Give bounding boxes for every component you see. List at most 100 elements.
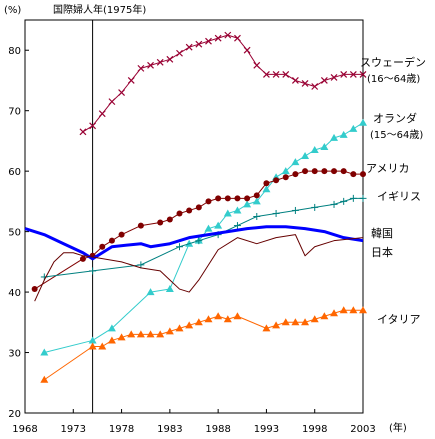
point-stroke — [263, 70, 270, 78]
x-tick-label: 1978 — [109, 424, 134, 435]
data-point — [281, 318, 290, 326]
data-point — [107, 324, 116, 332]
data-point — [166, 216, 173, 223]
series-label: イギリス — [377, 190, 421, 203]
data-point — [117, 333, 126, 341]
data-point — [146, 330, 155, 338]
data-point — [359, 194, 367, 202]
data-point — [107, 336, 116, 344]
data-point — [310, 315, 319, 323]
data-point — [185, 43, 193, 51]
data-point — [291, 77, 299, 84]
data-point — [136, 330, 145, 338]
series-line — [44, 309, 363, 381]
data-point — [244, 195, 251, 202]
data-point — [127, 330, 136, 338]
point-stroke — [185, 43, 193, 51]
data-point — [349, 124, 358, 132]
x-tick-label: 1968 — [12, 424, 37, 435]
data-point — [359, 70, 367, 78]
data-point — [186, 207, 193, 214]
x-tick-label: 1988 — [205, 424, 230, 435]
x-tick-label: 1993 — [254, 424, 279, 435]
data-point — [359, 118, 367, 126]
data-point — [205, 198, 212, 205]
data-point — [301, 318, 310, 326]
data-point — [214, 312, 223, 320]
point-stroke — [127, 77, 135, 84]
data-point — [320, 142, 329, 150]
y-axis-label: (%) — [4, 5, 21, 16]
data-point — [340, 70, 348, 78]
data-point — [349, 194, 357, 202]
data-point — [79, 255, 86, 262]
data-point — [311, 203, 319, 211]
data-point — [205, 37, 212, 45]
data-point — [147, 61, 154, 69]
x-tick-label: 1983 — [157, 424, 182, 435]
data-point — [127, 77, 135, 84]
data-point — [108, 237, 115, 244]
data-point — [118, 89, 125, 96]
series-label: イタリア — [377, 313, 421, 326]
point-stroke — [282, 70, 290, 78]
point-stroke — [137, 64, 145, 72]
data-point — [331, 168, 338, 175]
data-point — [204, 224, 213, 232]
data-point — [320, 312, 329, 320]
point-stroke — [156, 58, 164, 66]
y-tick-label: 50 — [8, 228, 21, 239]
point-stroke — [349, 70, 357, 78]
data-point — [360, 171, 366, 178]
data-point — [223, 209, 232, 217]
data-point — [89, 267, 97, 275]
point-stroke — [205, 37, 212, 45]
data-point — [253, 213, 261, 220]
data-point — [234, 34, 241, 42]
data-point — [215, 195, 222, 202]
data-point — [281, 167, 290, 175]
point-stroke — [176, 49, 183, 57]
data-point — [349, 70, 357, 78]
point-stroke — [301, 80, 309, 87]
point-stroke — [79, 128, 87, 136]
data-point — [224, 31, 232, 39]
data-point — [350, 171, 357, 178]
data-point — [320, 77, 328, 84]
data-point — [98, 110, 106, 118]
point-stroke — [147, 61, 154, 69]
data-point — [292, 171, 299, 178]
data-point — [185, 321, 194, 329]
data-point — [137, 64, 145, 72]
data-point — [89, 122, 97, 130]
data-point — [282, 70, 290, 78]
data-point — [349, 306, 358, 314]
y-tick-label: 70 — [8, 107, 21, 118]
data-point — [234, 195, 241, 202]
series-label: スウェーデン — [360, 55, 426, 69]
data-point — [311, 168, 318, 175]
data-point — [330, 200, 338, 208]
data-point — [137, 261, 145, 269]
annotation-label: 国際婦人年(1975年) — [53, 3, 146, 16]
point-stroke — [108, 98, 116, 106]
point-stroke — [234, 34, 241, 42]
data-point — [301, 152, 310, 160]
data-point — [146, 288, 155, 296]
data-point — [330, 133, 339, 141]
data-point — [291, 206, 299, 214]
x-tick-label: 1973 — [61, 424, 86, 435]
data-point — [339, 306, 348, 314]
data-point — [340, 197, 348, 205]
data-point — [108, 98, 116, 106]
data-point — [243, 46, 251, 54]
data-point — [291, 318, 300, 326]
series-label: オランダ — [373, 111, 417, 125]
data-point — [165, 327, 174, 335]
plot-area: 20 30 40 50 60 70 80 1968 1973 1978 1983 1988 1993 19… — [8, 19, 426, 435]
point-stroke — [330, 74, 338, 81]
data-point — [243, 200, 252, 208]
series-note: (16～64歳) — [367, 73, 420, 85]
data-point — [165, 285, 174, 293]
data-point — [176, 243, 184, 251]
